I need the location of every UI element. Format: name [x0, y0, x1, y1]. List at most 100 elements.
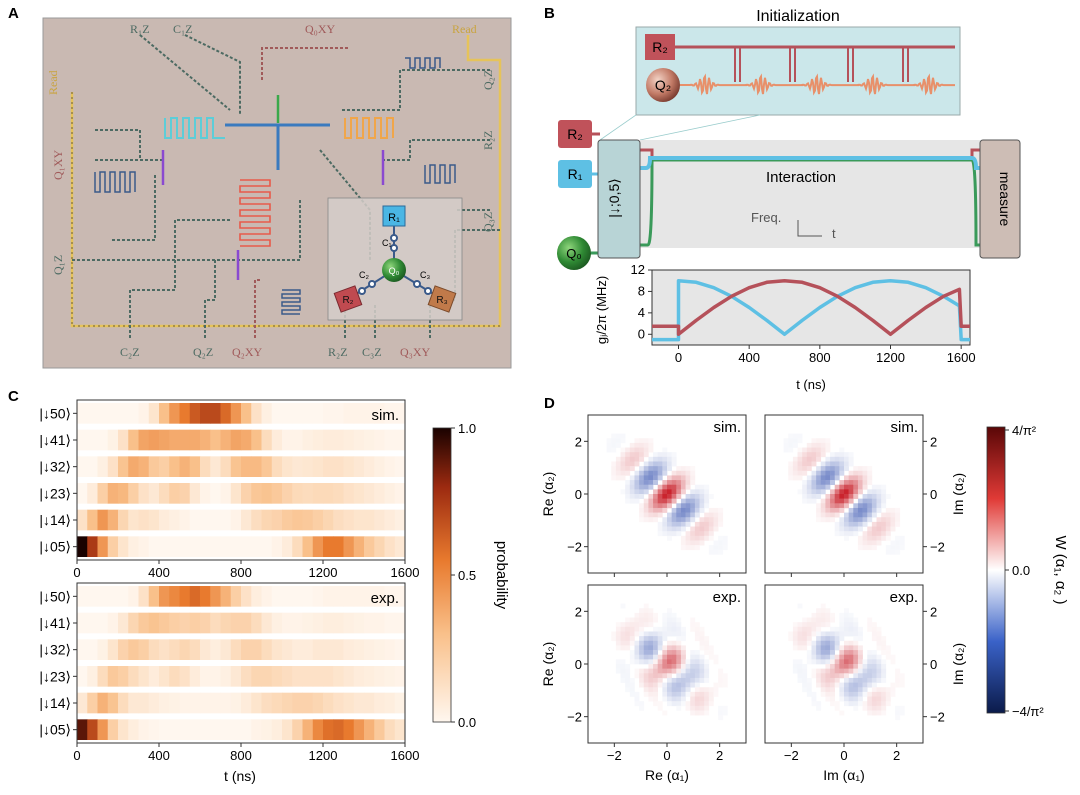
heatmap-cell	[87, 612, 98, 634]
wigner-cell	[671, 682, 677, 688]
heatmap-cell	[118, 666, 129, 687]
wigner-cell	[871, 512, 877, 518]
wigner-cell	[871, 498, 877, 504]
wigner-cell	[862, 691, 868, 697]
heatmap-cell	[220, 612, 232, 634]
wigner-cell	[680, 668, 686, 674]
wigner-cell	[867, 659, 873, 665]
wigner-cell	[694, 682, 700, 688]
wigner-ytick-label: 0	[575, 487, 582, 502]
wigner-cell	[806, 447, 812, 453]
heatmap-cell	[312, 586, 324, 607]
wigner-cell	[676, 701, 682, 707]
wigner-cell	[797, 640, 803, 646]
heatmap-cell	[179, 403, 191, 424]
heatmap-cell	[353, 612, 365, 634]
heatmap-cell	[251, 536, 262, 557]
wigner-cell	[676, 664, 682, 669]
wigner-cell	[671, 526, 677, 532]
wigner-cell	[853, 489, 859, 495]
wigner-cell	[657, 626, 663, 632]
wigner-cell	[844, 484, 849, 490]
wigner-cell	[839, 631, 845, 637]
wigner-cell	[653, 701, 659, 707]
wigner-cell	[629, 442, 635, 448]
wigner-cell	[834, 466, 840, 472]
wigner-cell	[797, 631, 803, 637]
wigner-cell	[871, 659, 877, 665]
heatmap-cell	[292, 483, 303, 504]
wigner-cell	[802, 664, 808, 669]
wigner-cell	[857, 654, 863, 660]
wigner-cell	[708, 517, 714, 523]
wigner-cell	[699, 540, 705, 546]
wigner-xtick-label: −2	[784, 748, 799, 763]
wigner-cell	[671, 659, 677, 665]
heatmap-cell	[200, 483, 211, 504]
wigner-cell	[648, 517, 654, 523]
heatmap-cell	[282, 483, 293, 504]
wigner-cell	[881, 535, 887, 541]
wigner-cell	[653, 512, 659, 518]
wigner-cell	[857, 691, 863, 697]
wigner-cell	[690, 512, 696, 518]
wigner-cell	[690, 489, 696, 495]
wigner-cell	[615, 433, 621, 439]
wigner-cell	[708, 512, 714, 518]
wigner-cell	[890, 517, 896, 523]
heatmap-cell	[292, 429, 303, 451]
heatmap-cell	[384, 509, 396, 531]
wigner-cell	[848, 456, 854, 462]
heatmap-cell	[333, 692, 344, 714]
wigner-cell	[876, 664, 882, 669]
wigner-cell	[620, 631, 626, 637]
wigner-cell	[657, 484, 663, 490]
wigner-cell	[820, 447, 826, 453]
wigner-cell	[629, 456, 635, 462]
wigner-cell	[629, 659, 635, 665]
wigner-cell	[704, 645, 710, 651]
wigner-cell	[662, 687, 668, 693]
wigner-cell	[653, 696, 659, 702]
wigner-cell	[862, 673, 868, 679]
chip-label: Q₁Z	[51, 255, 65, 275]
heatmap-cell	[333, 719, 344, 740]
wigner-cell	[802, 498, 808, 504]
wigner-cell	[704, 673, 710, 679]
wigner-cell	[722, 710, 728, 716]
wigner-tag: sim.	[714, 419, 742, 436]
wigner-cell	[857, 535, 863, 541]
wigner-cell	[881, 526, 887, 532]
heatmap-cell	[323, 429, 334, 451]
wigner-cell	[848, 631, 854, 637]
wigner-cell	[844, 664, 849, 669]
wigner-cell	[825, 461, 831, 467]
wigner-cell	[671, 480, 677, 486]
heatmap-cell	[312, 692, 324, 714]
wigner-cell	[634, 484, 640, 490]
wigner-cell	[816, 668, 822, 674]
wigner-cell	[685, 687, 691, 693]
wigner-cell	[830, 650, 836, 656]
wigner-cell	[839, 617, 845, 623]
node-c2-label: C₂	[359, 270, 369, 280]
wigner-cell	[834, 677, 840, 683]
wigner-cell	[825, 696, 831, 702]
wigner-cell	[639, 442, 645, 448]
heatmap-cell	[118, 536, 129, 557]
wigner-cell	[899, 677, 905, 683]
heatmap-cell	[292, 666, 303, 687]
heatmap-cell	[271, 719, 283, 740]
line-q1z	[72, 198, 301, 261]
wigner-cell	[713, 512, 719, 518]
wigner-cell	[844, 512, 849, 518]
heatmap-cell	[292, 719, 303, 740]
wigner-cell	[876, 640, 882, 646]
heatmap-cell	[220, 403, 232, 424]
wigner-cell	[694, 668, 700, 674]
wigner-cell	[699, 517, 705, 523]
wigner-cell	[648, 654, 654, 660]
wigner-cell	[844, 696, 849, 702]
wigner-cell	[862, 480, 868, 486]
heatmap-cell	[374, 666, 385, 687]
